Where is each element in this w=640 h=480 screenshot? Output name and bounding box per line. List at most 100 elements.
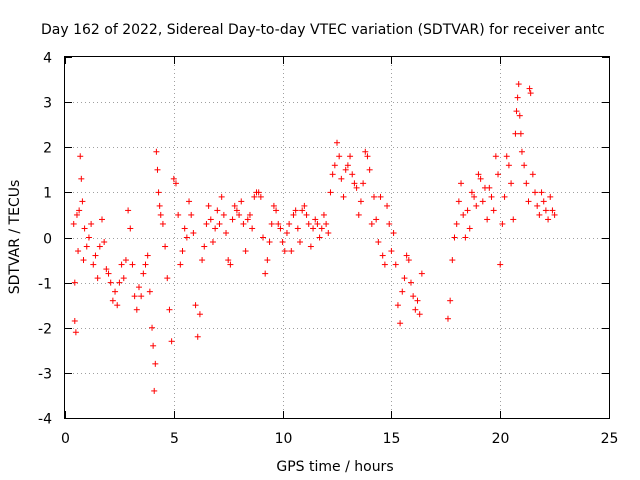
data-point	[149, 324, 156, 331]
data-point	[462, 234, 469, 241]
data-point	[505, 162, 512, 169]
data-point	[181, 225, 188, 232]
data-point	[159, 220, 166, 227]
data-point	[538, 189, 545, 196]
data-point	[534, 202, 541, 209]
data-point	[299, 207, 306, 214]
data-point	[381, 261, 388, 268]
data-point	[277, 225, 284, 232]
data-point	[392, 261, 399, 268]
data-point	[492, 153, 499, 160]
data-point	[257, 193, 264, 200]
data-point	[264, 257, 271, 264]
data-point	[190, 229, 197, 236]
data-point	[255, 189, 262, 196]
data-point	[475, 171, 482, 178]
data-point	[325, 229, 332, 236]
data-point	[177, 261, 184, 268]
grid	[65, 57, 609, 418]
data-point	[249, 225, 256, 232]
data-point	[495, 171, 502, 178]
data-point	[107, 279, 114, 286]
data-point	[142, 261, 149, 268]
data-point	[275, 220, 282, 227]
data-point	[152, 360, 159, 367]
data-point	[270, 202, 277, 209]
data-point	[303, 211, 310, 218]
data-point	[551, 211, 558, 218]
data-point	[331, 162, 338, 169]
data-point	[75, 248, 82, 255]
data-point	[251, 193, 258, 200]
data-point	[466, 225, 473, 232]
data-point	[81, 225, 88, 232]
data-point	[301, 202, 308, 209]
data-point	[488, 193, 495, 200]
data-point	[314, 220, 321, 227]
data-point	[517, 130, 524, 137]
data-point	[351, 180, 358, 187]
data-point	[71, 279, 78, 286]
data-point	[515, 81, 522, 88]
data-point	[286, 220, 293, 227]
data-point	[501, 193, 508, 200]
data-point	[294, 225, 301, 232]
data-point	[76, 207, 83, 214]
data-point	[514, 94, 521, 101]
chart-title: Day 162 of 2022, Sidereal Day-to-day VTE…	[41, 22, 605, 38]
data-point	[154, 166, 161, 173]
data-point	[170, 175, 177, 182]
tick-labels: 0 5 10 15 20 25 -4 -3 -2 -1 0 1 2 3 4	[38, 51, 618, 448]
data-point	[94, 275, 101, 282]
data-point	[77, 153, 84, 160]
data-point	[244, 216, 251, 223]
data-point	[547, 193, 554, 200]
data-point	[188, 211, 195, 218]
data-point	[131, 293, 138, 300]
data-point	[455, 198, 462, 205]
y-axis-label: SDTVAR / TECUs	[7, 180, 23, 295]
data-point	[80, 257, 87, 264]
data-point	[114, 302, 121, 309]
x-tick-label: 0	[61, 431, 70, 447]
data-point	[268, 220, 275, 227]
y-tick-label: 4	[43, 51, 52, 67]
data-point	[527, 90, 534, 97]
data-point	[410, 293, 417, 300]
data-point	[223, 229, 230, 236]
y-tick-label: -4	[38, 412, 52, 428]
data-point	[540, 198, 547, 205]
data-point	[318, 225, 325, 232]
data-point	[447, 297, 454, 304]
data-point	[349, 171, 356, 178]
data-point	[340, 193, 347, 200]
data-point	[344, 162, 351, 169]
data-point	[279, 239, 286, 246]
x-tick-label: 20	[492, 431, 510, 447]
data-point	[207, 216, 214, 223]
data-point	[186, 198, 193, 205]
data-point	[85, 234, 92, 241]
data-point	[120, 275, 127, 282]
data-point	[460, 211, 467, 218]
data-point	[199, 257, 206, 264]
data-point	[209, 239, 216, 246]
data-point	[329, 171, 336, 178]
data-point	[151, 387, 158, 394]
data-point	[347, 153, 354, 160]
data-point	[144, 252, 151, 259]
y-tick-label: 1	[43, 186, 52, 202]
data-point	[510, 216, 517, 223]
data-point	[486, 184, 493, 191]
data-point	[164, 275, 171, 282]
y-tick-label: -3	[38, 367, 52, 383]
data-point	[196, 311, 203, 318]
data-point	[516, 112, 523, 119]
data-point	[192, 302, 199, 309]
data-point	[229, 216, 236, 223]
data-point	[468, 189, 475, 196]
data-point	[157, 211, 164, 218]
data-point	[227, 261, 234, 268]
data-point	[125, 207, 132, 214]
data-point	[246, 211, 253, 218]
